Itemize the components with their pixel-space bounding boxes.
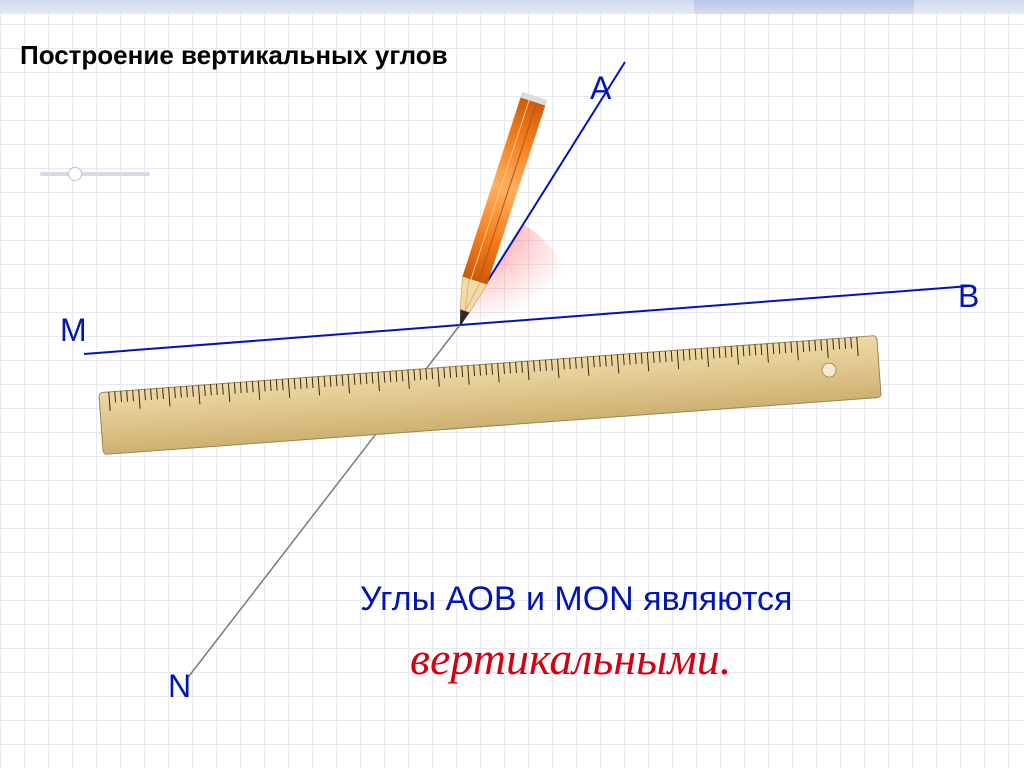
ruler: [99, 336, 881, 455]
label-A: A: [590, 70, 611, 107]
caption-line2: вертикальными.: [410, 632, 731, 685]
ray-OM: [84, 325, 460, 354]
slider[interactable]: [40, 172, 150, 176]
label-M: M: [60, 312, 87, 349]
label-B: B: [958, 278, 979, 315]
label-N: N: [168, 668, 191, 705]
slider-thumb[interactable]: [68, 167, 82, 181]
caption-line1: Углы АОB и МОN являются: [360, 580, 792, 619]
